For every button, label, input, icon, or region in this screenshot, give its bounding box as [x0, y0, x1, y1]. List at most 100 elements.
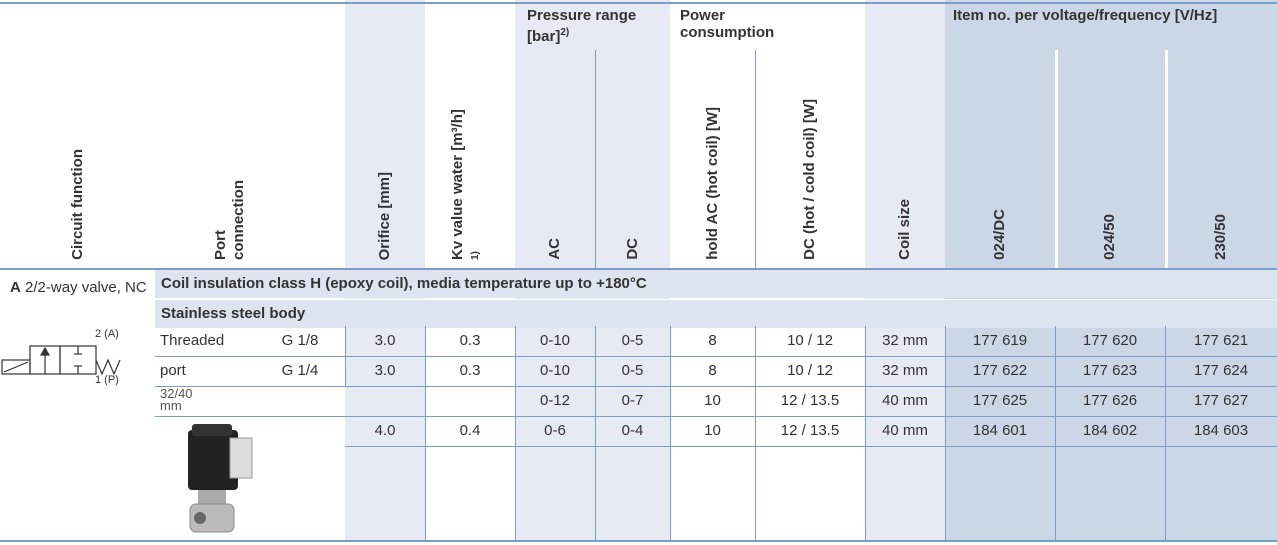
table-cell: 3.0 [374, 332, 396, 349]
table-cell: 177 627 [1193, 392, 1249, 409]
col-line [755, 326, 756, 540]
col-line [425, 326, 426, 540]
header-note: 1) [470, 251, 481, 260]
col-line [515, 326, 516, 540]
table-cell: 177 624 [1193, 362, 1249, 379]
table-cell: 177 623 [1082, 362, 1138, 379]
col-line [1165, 326, 1166, 540]
header-text: DC (hot / cold coil) [W] [801, 99, 818, 260]
header-text: 024/DC [991, 209, 1008, 260]
col-line [945, 326, 946, 540]
group-header: Item no. per voltage/frequency [V/Hz] [953, 7, 1218, 24]
table-cell: 0-7 [621, 392, 644, 409]
table-cell: 0-5 [621, 362, 644, 379]
header-cell: 024/DC [945, 55, 1055, 260]
table-cell: 177 621 [1193, 332, 1249, 349]
table-cell: 8 [708, 362, 717, 379]
table-cell: 177 619 [972, 332, 1028, 349]
group-header: Pressure range [bar]2) [527, 7, 667, 45]
table-cell: G 1/4 [281, 362, 319, 379]
symbol-label: 1 (P) [95, 374, 119, 386]
table-cell: 0.4 [459, 422, 481, 439]
row-line [345, 446, 1277, 447]
band: Stainless steel body [155, 299, 1277, 328]
header-text: DC [623, 238, 641, 260]
table-cell: 177 626 [1082, 392, 1138, 409]
col-line [1055, 326, 1056, 540]
header-cell: Orifice [mm] [345, 55, 425, 260]
header-cell: DC (hot / cold coil) [W] [755, 55, 865, 260]
header-cell: Port connection [190, 55, 270, 260]
col-line [865, 326, 866, 540]
table-cell: 0-12 [539, 392, 571, 409]
table-cell: 12 / 13.5 [780, 392, 840, 409]
table-cell: 0-10 [539, 362, 571, 379]
header-text: hold AC (hot coil) [W] [703, 107, 721, 260]
header-border [0, 268, 1277, 270]
table-cell: 32 mm [882, 332, 928, 349]
header-text: AC [546, 238, 563, 260]
row-line [155, 416, 1277, 417]
table-cell: 32 mm [882, 362, 928, 379]
table-cell: 0-6 [544, 422, 566, 439]
table-cell: 184 602 [1082, 422, 1138, 439]
table-cell: 10 / 12 [787, 332, 833, 349]
header-text: 230/50 [1212, 214, 1229, 260]
header-cell: Kv value water [m³/h] 1) [425, 55, 515, 260]
table-cell: 184 603 [1193, 422, 1249, 439]
row-line [155, 386, 1277, 387]
section-letter: A [10, 279, 21, 296]
header-text: [m³/h] [449, 109, 466, 151]
header-cell: AC [515, 55, 595, 260]
port-type: Threaded port [160, 332, 225, 379]
symbol-label: 2 (A) [95, 328, 119, 340]
table-cell: 0-5 [621, 332, 644, 349]
table-cell: 10 / 12 [787, 362, 833, 379]
header-text: Port connection [212, 179, 247, 260]
table-cell: 0-10 [539, 332, 571, 349]
header-divider [1165, 50, 1168, 268]
header-cell: 230/50 [1165, 55, 1277, 260]
table-cell: 10 [704, 392, 721, 409]
header-text: 024/50 [1101, 214, 1118, 260]
bottom-border [0, 540, 1277, 542]
table-cell: 8 [708, 332, 717, 349]
row-line [155, 356, 345, 357]
header-text: Coil size [896, 199, 913, 260]
col-line [670, 326, 671, 540]
valve-symbol [1, 345, 121, 376]
table-cell: 40 mm [882, 392, 928, 409]
table-cell: 0.3 [459, 332, 481, 349]
table-cell: 0.3 [459, 362, 481, 379]
header-note: 2) [560, 27, 570, 38]
header-cell: DC [595, 55, 670, 260]
section-label: A 2/2-way valve, NC [10, 276, 150, 300]
table-cell: G 1/8 [281, 332, 319, 349]
header-cell: Coil size [865, 55, 945, 260]
image-note: 32/40 mm [160, 386, 193, 413]
header-divider [1055, 50, 1058, 268]
table-cell: 12 / 13.5 [780, 422, 840, 439]
table-cell: 10 [704, 422, 721, 439]
header-divider [755, 50, 756, 268]
section-text: 2/2-way valve, NC [25, 279, 147, 296]
table-cell: 4.0 [374, 422, 396, 439]
header-text: Orifice [mm] [376, 171, 393, 260]
table-cell: 177 622 [972, 362, 1028, 379]
row-line [155, 356, 1277, 357]
header-text: Circuit function [68, 149, 86, 260]
col-line [595, 326, 596, 540]
group-text: Pressure range [bar] [527, 7, 637, 45]
header-cell: 024/50 [1055, 55, 1165, 260]
table-cell: 184 601 [972, 422, 1028, 439]
valve-photo [188, 424, 253, 533]
table-cell: 3.0 [374, 362, 396, 379]
group-header: Power consumption [680, 7, 775, 41]
header-cell: hold AC (hot coil) [W] [670, 55, 755, 260]
header-cell: Circuit function [0, 55, 155, 260]
table-cell: 0-4 [621, 422, 644, 439]
top-border [0, 2, 1277, 4]
col-line [345, 326, 346, 386]
header-divider [595, 50, 596, 268]
